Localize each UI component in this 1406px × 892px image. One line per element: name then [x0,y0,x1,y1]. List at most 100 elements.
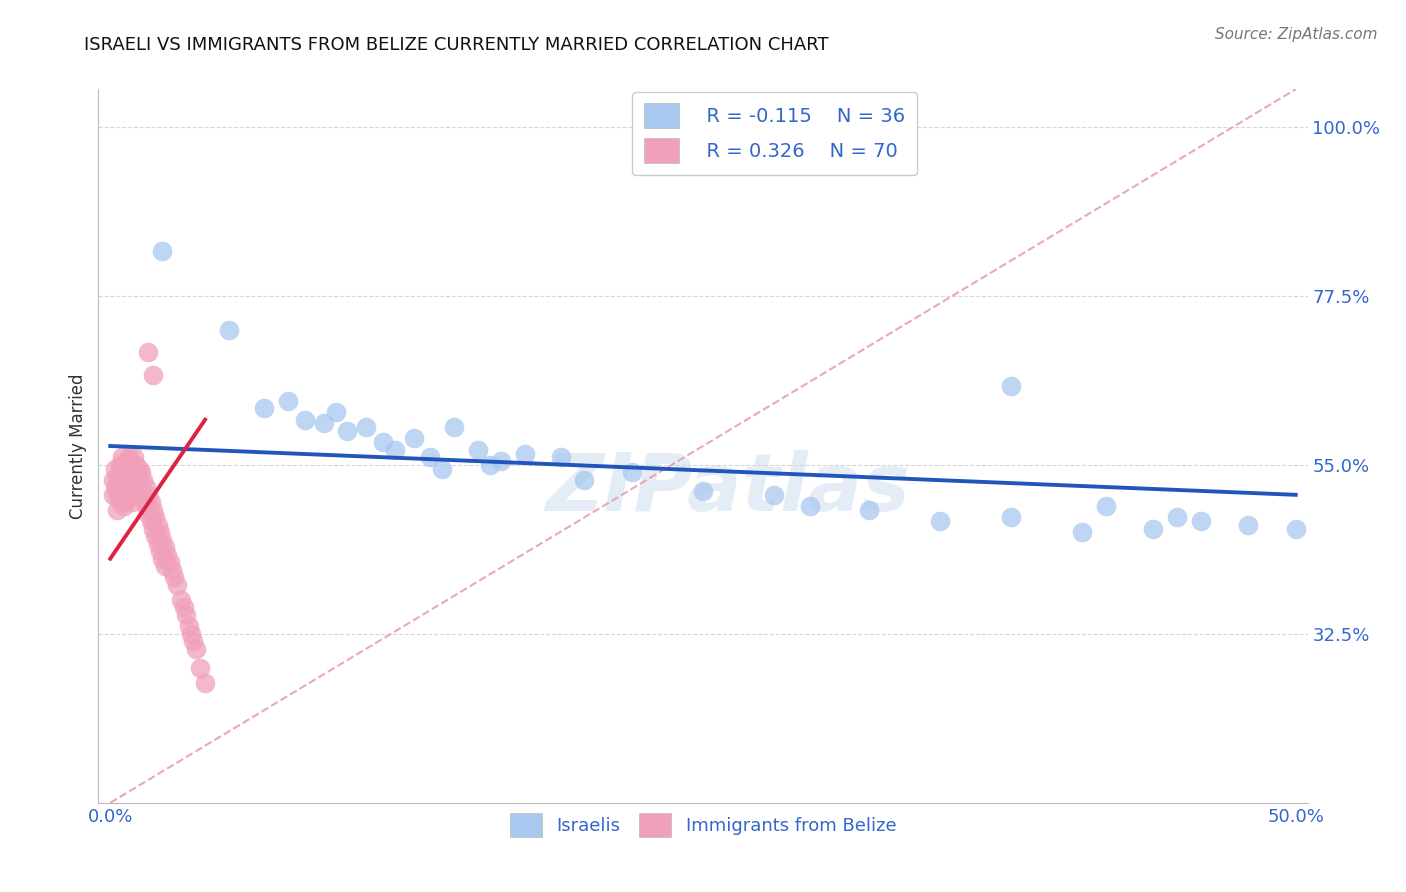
Point [294,413,316,427]
Point [136,507,159,521]
Point [114,480,136,494]
Point [432,461,454,475]
Point [312,417,335,431]
Point [128,480,150,494]
Point [1000,379,1022,393]
Point [105,469,128,483]
Point [108,458,131,472]
Point [129,484,152,499]
Point [146,517,169,532]
Point [763,488,786,502]
Y-axis label: Currently Married: Currently Married [69,373,87,519]
Point [101,473,124,487]
Point [115,473,138,487]
Point [143,529,166,543]
Text: ISRAELI VS IMMIGRANTS FROM BELIZE CURRENTLY MARRIED CORRELATION CHART: ISRAELI VS IMMIGRANTS FROM BELIZE CURREN… [84,36,830,54]
Point [858,503,880,517]
Point [443,420,465,434]
Point [177,619,200,633]
Point [356,420,378,434]
Point [139,495,162,509]
Point [142,368,165,382]
Point [402,432,425,446]
Point [173,600,195,615]
Point [139,514,162,528]
Point [277,393,299,408]
Point [152,533,174,547]
Point [122,469,145,483]
Point [515,446,537,460]
Point [114,461,136,475]
Point [142,522,165,536]
Point [152,551,174,566]
Point [159,556,181,570]
Point [115,454,138,468]
Point [153,541,176,555]
Point [419,450,441,465]
Point [105,488,128,502]
Point [108,476,131,491]
Point [105,503,128,517]
Legend: Israelis, Immigrants from Belize: Israelis, Immigrants from Belize [502,806,904,844]
Point [135,499,157,513]
Point [156,548,179,562]
Point [111,450,134,465]
Point [170,593,193,607]
Point [152,244,174,258]
Point [491,454,513,468]
Point [125,476,148,491]
Point [111,469,134,483]
Point [384,442,406,457]
Point [104,480,127,494]
Point [118,488,141,502]
Text: Source: ZipAtlas.com: Source: ZipAtlas.com [1215,27,1378,42]
Point [1285,522,1308,536]
Point [692,484,714,499]
Point [174,607,197,622]
Point [101,488,124,502]
Point [325,405,347,419]
Point [1166,510,1188,524]
Point [184,641,207,656]
Point [467,442,489,457]
Point [620,465,643,479]
Point [929,514,952,528]
Point [128,461,150,475]
Point [142,503,165,517]
Point [180,627,202,641]
Point [163,570,186,584]
Point [122,450,145,465]
Point [336,424,359,438]
Point [143,510,166,524]
Point [114,499,136,513]
Point [1189,514,1212,528]
Point [218,322,240,336]
Point [799,499,821,513]
Point [371,435,394,450]
Point [122,488,145,502]
Point [1000,510,1022,524]
Point [111,488,134,502]
Point [104,461,127,475]
Point [574,473,596,487]
Point [181,634,204,648]
Point [1237,517,1260,532]
Point [166,578,188,592]
Point [121,476,143,491]
Text: ZIPatlas: ZIPatlas [544,450,910,528]
Point [135,480,157,494]
Point [149,525,172,540]
Point [550,450,572,465]
Point [125,458,148,472]
Point [194,675,217,690]
Point [121,458,143,472]
Point [1071,525,1094,540]
Point [153,559,176,574]
Point [253,401,276,416]
Point [118,450,141,465]
Point [160,563,183,577]
Point [136,488,159,502]
Point [118,469,141,483]
Point [478,458,501,472]
Point [115,491,138,506]
